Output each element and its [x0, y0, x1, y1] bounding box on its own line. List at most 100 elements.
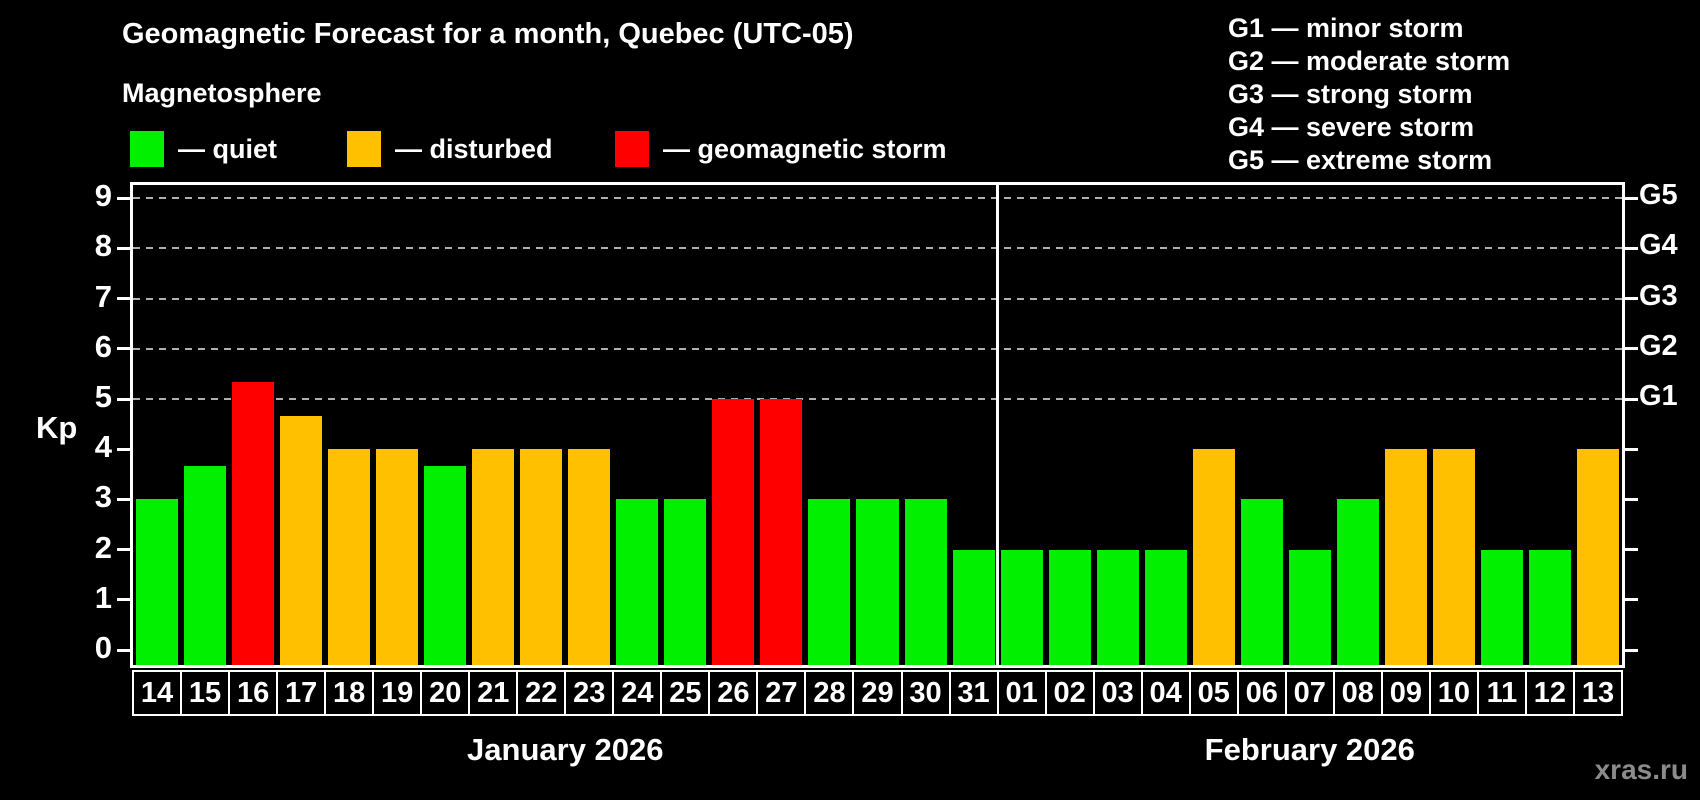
y-tick-left-4 [117, 447, 130, 451]
y-axis-label-2: 2 [94, 529, 112, 565]
watermark-xras: xras.ru [1594, 754, 1688, 785]
kp-bar-jan-25 [664, 499, 707, 665]
legend-label-quiet: — quiet [178, 133, 277, 164]
y-tick-right-6 [1625, 347, 1638, 351]
gridline-kp-8 [133, 247, 1622, 250]
y-axis-label-9: 9 [94, 178, 112, 214]
day-label-jan-28: 28 [804, 670, 855, 716]
legend-label-storm: — geomagnetic storm [663, 133, 947, 164]
day-label-feb-04: 04 [1140, 670, 1191, 716]
kp-bar-jan-31 [952, 549, 995, 665]
day-label-feb-09: 09 [1380, 670, 1431, 716]
kp-bar-feb-04 [1144, 549, 1187, 665]
day-label-jan-15: 15 [180, 670, 231, 716]
kp-bar-jan-20 [424, 465, 467, 665]
kp-bar-jan-28 [808, 499, 851, 665]
plot-area [130, 182, 1625, 668]
kp-bar-jan-27 [760, 399, 803, 665]
day-label-jan-27: 27 [756, 670, 807, 716]
day-label-jan-14: 14 [132, 670, 183, 716]
kp-bar-feb-11 [1480, 549, 1523, 665]
magnetosphere-label: Magnetosphere [122, 78, 322, 108]
kp-bar-feb-01 [1000, 549, 1043, 665]
day-label-jan-21: 21 [468, 670, 519, 716]
y-axis-label-1: 1 [94, 579, 112, 615]
g-scale-legend-item-g4: G4 — severe storm [1228, 112, 1475, 142]
y-tick-right-0 [1625, 648, 1638, 652]
y-axis-label-5: 5 [94, 379, 112, 414]
y-tick-right-7 [1625, 297, 1638, 301]
day-label-feb-10: 10 [1428, 670, 1479, 716]
kp-bar-jan-17 [280, 415, 323, 665]
kp-bar-jan-16 [232, 382, 275, 665]
kp-bar-jan-26 [712, 399, 755, 665]
y-tick-left-9 [117, 196, 130, 200]
kp-bar-feb-12 [1528, 549, 1571, 665]
y-tick-right-2 [1625, 548, 1638, 552]
kp-bar-jan-24 [616, 499, 659, 665]
g-level-label-g3: G3 [1639, 279, 1678, 312]
day-label-feb-08: 08 [1332, 670, 1383, 716]
y-tick-left-3 [117, 497, 130, 501]
y-tick-left-1 [117, 598, 130, 602]
g-level-label-g4: G4 [1639, 229, 1678, 262]
kp-bar-jan-30 [904, 499, 947, 665]
y-tick-right-1 [1625, 598, 1638, 602]
day-label-jan-18: 18 [324, 670, 375, 716]
y-tick-left-5 [117, 397, 130, 401]
y-axis-label-4: 4 [94, 429, 112, 465]
kp-bar-feb-08 [1336, 499, 1379, 665]
day-label-jan-19: 19 [372, 670, 423, 716]
kp-bar-jan-29 [856, 499, 899, 665]
day-label-feb-13: 13 [1572, 670, 1623, 716]
kp-bar-feb-10 [1432, 449, 1475, 665]
gridline-kp-9 [133, 197, 1622, 200]
y-tick-right-4 [1625, 447, 1638, 451]
day-label-feb-03: 03 [1092, 670, 1143, 716]
kp-bar-feb-07 [1288, 549, 1331, 665]
kp-bar-jan-21 [472, 449, 515, 665]
day-label-jan-23: 23 [564, 670, 615, 716]
day-label-jan-30: 30 [900, 670, 951, 716]
y-axis-label-6: 6 [94, 328, 112, 364]
day-label-feb-07: 07 [1284, 670, 1335, 716]
legend-item-disturbed: — disturbed [347, 131, 553, 167]
day-label-jan-25: 25 [660, 670, 711, 716]
kp-bar-feb-13 [1576, 449, 1619, 665]
g-level-label-g2: G2 [1639, 329, 1678, 362]
y-axis-label-0: 0 [94, 630, 112, 665]
legend-swatch-quiet [130, 131, 164, 167]
day-label-jan-26: 26 [708, 670, 759, 716]
day-label-feb-05: 05 [1188, 670, 1239, 716]
y-tick-left-8 [117, 246, 130, 250]
y-tick-right-3 [1625, 497, 1638, 501]
legend-swatch-disturbed [347, 131, 381, 167]
y-tick-right-5 [1625, 397, 1638, 401]
kp-bar-feb-03 [1096, 549, 1139, 665]
g-level-label-g5: G5 [1639, 179, 1678, 212]
g-scale-legend-item-g1: G1 — minor storm [1228, 13, 1464, 43]
kp-bar-feb-09 [1384, 449, 1427, 665]
kp-bar-jan-23 [568, 449, 611, 665]
day-label-feb-01: 01 [996, 670, 1047, 716]
day-label-jan-29: 29 [852, 670, 903, 716]
legend-item-storm: — geomagnetic storm [615, 131, 947, 167]
y-tick-right-9 [1625, 196, 1638, 200]
kp-bar-feb-02 [1048, 549, 1091, 665]
month-label-february-2026: February 2026 [1204, 732, 1415, 767]
y-tick-left-7 [117, 297, 130, 301]
day-label-feb-12: 12 [1524, 670, 1575, 716]
g-scale-legend-item-g5: G5 — extreme storm [1228, 145, 1493, 175]
g-scale-legend-item-g2: G2 — moderate storm [1228, 46, 1511, 76]
y-axis-label-3: 3 [94, 479, 112, 515]
kp-bar-jan-15 [184, 465, 227, 665]
day-label-jan-16: 16 [228, 670, 279, 716]
legend-item-quiet: — quiet [130, 131, 277, 167]
chart-title: Geomagnetic Forecast for a month, Quebec… [122, 18, 854, 50]
day-label-feb-06: 06 [1236, 670, 1287, 716]
y-tick-left-0 [117, 648, 130, 652]
kp-bar-jan-18 [328, 449, 371, 665]
day-label-jan-20: 20 [420, 670, 471, 716]
y-tick-right-8 [1625, 246, 1638, 250]
